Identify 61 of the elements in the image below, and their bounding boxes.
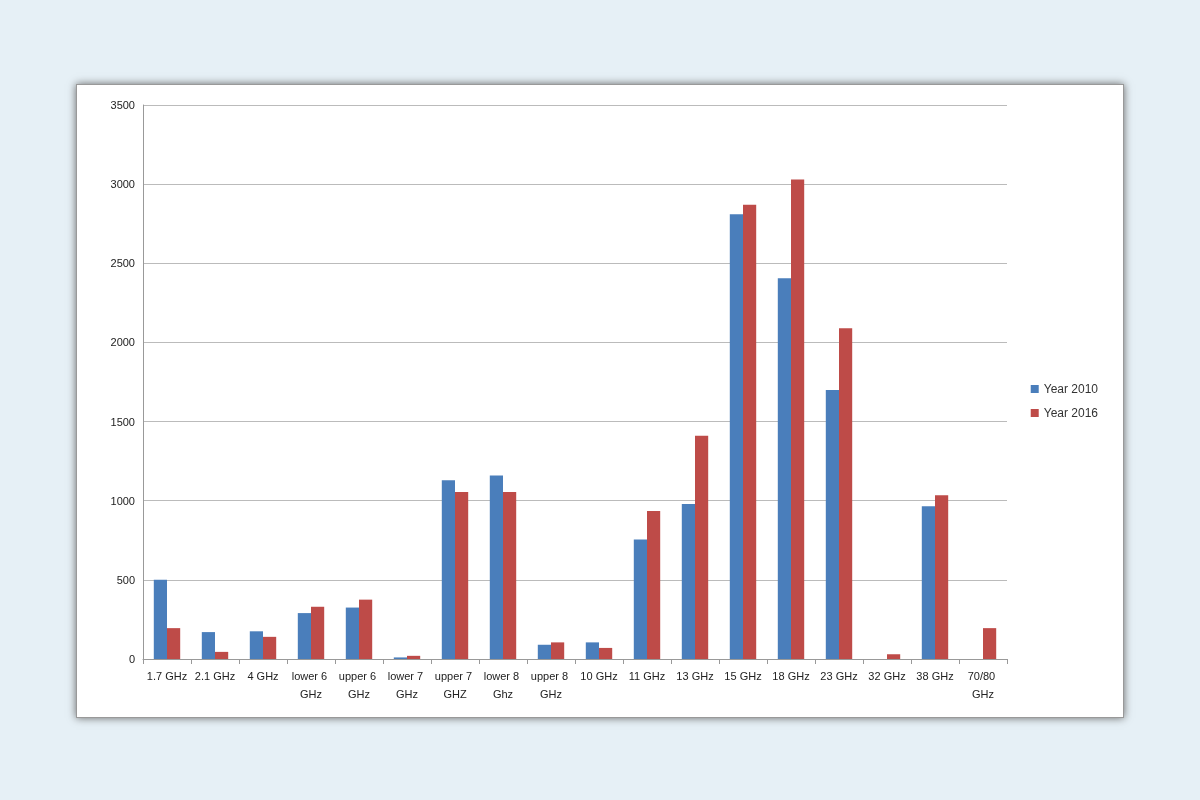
bar xyxy=(215,651,229,659)
bar xyxy=(921,506,935,659)
bar xyxy=(537,644,551,659)
x-tick-label: lower 8 Ghz xyxy=(483,670,523,700)
y-tick-label: 3000 xyxy=(110,178,135,191)
x-tick-label: 15 GHz xyxy=(724,670,762,682)
bar xyxy=(743,204,757,659)
x-tick-label: 70/80 GHz xyxy=(967,670,999,700)
x-tick-label: upper 7 GHZ xyxy=(434,670,476,700)
bar xyxy=(455,492,469,659)
x-tick-label: lower 7 GHz xyxy=(387,670,427,700)
x-tick-label: 1.7 GHz xyxy=(146,670,188,682)
bar xyxy=(695,435,709,659)
bar xyxy=(777,278,791,659)
bar xyxy=(201,632,215,659)
bar xyxy=(585,642,599,659)
bar xyxy=(633,539,647,659)
y-tick-label: 1500 xyxy=(110,415,135,428)
bar xyxy=(489,475,503,659)
y-tick-label: 2500 xyxy=(110,257,135,270)
bar xyxy=(599,647,613,659)
y-tick-label: 1000 xyxy=(110,494,135,507)
bar xyxy=(935,495,949,659)
x-tick-label: 13 GHz xyxy=(676,670,714,682)
bar xyxy=(791,179,805,659)
x-tick-label: 4 GHz xyxy=(247,670,279,682)
x-tick-label: 38 GHz xyxy=(916,670,954,682)
bar xyxy=(249,631,263,659)
y-tick-label: 0 xyxy=(128,653,135,665)
x-tick-label: 23 GHz xyxy=(820,670,858,682)
bar xyxy=(503,492,517,659)
bar xyxy=(263,636,277,659)
bar xyxy=(825,389,839,659)
bar xyxy=(359,599,373,659)
x-tick-label: upper 6 GHz xyxy=(338,670,380,700)
x-tick-label: 11 GHz xyxy=(628,670,666,682)
bar xyxy=(407,655,421,659)
bar xyxy=(311,606,325,659)
x-tick-label: 18 GHz xyxy=(772,670,810,682)
x-tick-label: upper 8 GHz xyxy=(530,670,572,700)
bar xyxy=(167,628,181,659)
bar xyxy=(887,654,901,659)
bar xyxy=(153,579,167,659)
y-tick-label: 3500 xyxy=(110,99,135,111)
y-tick-label: 2000 xyxy=(110,336,135,349)
x-tick-label: 2.1 GHz xyxy=(194,670,236,682)
bar xyxy=(297,613,311,659)
x-tick-label: 32 GHz xyxy=(868,670,906,682)
legend-label: Year 2016 xyxy=(1043,406,1099,420)
y-tick-label: 500 xyxy=(116,573,135,586)
legend-label: Year 2010 xyxy=(1043,382,1099,396)
bar xyxy=(345,607,359,659)
bar xyxy=(729,214,743,659)
bar xyxy=(647,511,661,659)
bar xyxy=(681,503,695,659)
x-tick-label: 10 GHz xyxy=(580,670,618,682)
x-tick-label: lower 6 GHz xyxy=(291,670,331,700)
bar xyxy=(441,480,455,659)
bar xyxy=(983,628,997,659)
bar xyxy=(839,328,853,659)
bar xyxy=(551,642,565,659)
